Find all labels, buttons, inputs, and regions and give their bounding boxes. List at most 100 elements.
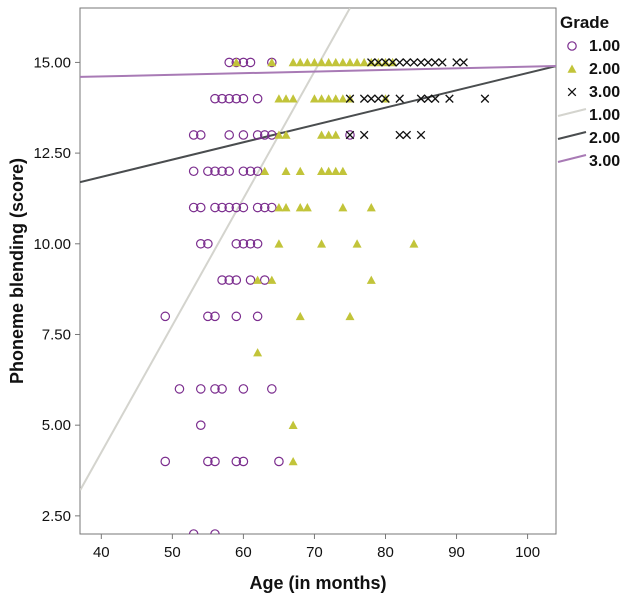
data-point-grade-1: [210, 202, 220, 213]
data-point-grade-2: [260, 166, 270, 176]
data-point-grade-1: [217, 275, 227, 285]
data-point-grade-2: [267, 275, 277, 284]
data-point-grade-2: [288, 94, 298, 103]
data-point-grade-3: [445, 94, 454, 103]
data-point-grade-2: [309, 94, 319, 103]
data-point-grade-3: [374, 58, 383, 67]
legend-label-fit-1: 1.00: [589, 107, 620, 124]
data-point-grade-3: [438, 58, 447, 67]
data-point-grade-1: [195, 384, 206, 394]
data-point-grade-1: [245, 57, 256, 68]
data-point-grade-3: [395, 94, 404, 103]
data-point-grade-2: [295, 311, 305, 321]
data-point-grade-1: [224, 57, 234, 68]
data-point-grade-1: [195, 420, 206, 430]
data-point-grade-2: [331, 57, 341, 67]
x-axis: 40 50 60 70 80 90 100: [93, 534, 540, 561]
data-point-grade-1: [217, 202, 227, 213]
x-tick-label: 70: [306, 544, 323, 561]
y-axis-title: Phoneme blending (score): [7, 158, 27, 384]
x-tick-label: 40: [93, 544, 110, 561]
data-point-grade-1: [210, 166, 220, 177]
data-point-grade-2: [317, 166, 327, 176]
data-point-grade-3: [388, 58, 397, 67]
data-point-grade-3: [374, 94, 383, 103]
data-point-grade-3: [423, 58, 433, 67]
data-point-grade-3: [459, 58, 468, 67]
data-point-grade-1: [238, 93, 249, 104]
y-tick-label: 15.00: [33, 54, 71, 71]
legend-line-grade-2: [557, 131, 587, 140]
fit-lines: [80, 8, 556, 491]
x-axis-title: Age (in months): [250, 573, 387, 593]
data-point-grade-2: [317, 239, 327, 248]
data-point-grade-1: [259, 275, 270, 285]
y-tick-label: 5.00: [42, 417, 71, 434]
data-point-grade-2: [338, 57, 348, 67]
data-point-grade-1: [188, 166, 199, 177]
data-point-grade-3: [402, 58, 412, 67]
data-point-grade-1: [195, 238, 206, 249]
data-point-grade-1: [267, 202, 277, 213]
legend-title: Grade: [560, 13, 609, 32]
data-point-grade-1: [252, 130, 263, 140]
data-point-grade-1: [195, 202, 206, 213]
data-point-grade-1: [224, 166, 234, 177]
data-point-grade-1: [217, 93, 227, 104]
x-tick-label: 60: [235, 544, 252, 561]
data-point-grade-1: [210, 529, 220, 534]
y-tick-label: 7.50: [42, 326, 71, 343]
legend-line-grade-3: [557, 154, 587, 163]
data-point-grade-1: [231, 238, 242, 249]
data-point-grade-3: [416, 58, 426, 67]
data-point-grade-2: [324, 166, 334, 176]
data-point-grade-1: [210, 93, 220, 104]
data-point-grade-1: [252, 202, 263, 213]
data-point-grade-1: [188, 202, 199, 213]
data-point-grade-1: [210, 311, 220, 322]
plot-area: [79, 7, 557, 535]
data-point-grade-1: [203, 456, 213, 467]
data-point-grade-1: [210, 384, 220, 394]
data-point-grade-1: [259, 202, 270, 213]
data-point-grade-3: [423, 94, 433, 103]
data-point-grade-3: [395, 58, 404, 67]
data-point-grade-1: [238, 57, 249, 68]
data-point-grade-2: [274, 239, 284, 248]
data-point-grade-2: [302, 57, 312, 67]
data-point-grade-1: [245, 275, 256, 285]
data-point-grade-3: [359, 130, 369, 140]
legend-marker-grade-1: [567, 41, 577, 51]
y-axis: 2.50 5.00 7.50 10.00 12.50 15.00: [33, 54, 80, 525]
data-point-grade-1: [217, 166, 227, 177]
data-point-grade-3: [409, 58, 419, 67]
data-point-grade-2: [295, 166, 305, 176]
data-point-grade-2: [409, 239, 419, 248]
data-point-grade-3: [416, 130, 426, 140]
data-point-grade-2: [281, 130, 291, 139]
data-point-grade-2: [324, 57, 334, 67]
data-point-grade-3: [367, 58, 376, 67]
data-point-grade-2: [253, 348, 263, 357]
data-point-grade-1: [259, 130, 270, 140]
y-tick-label: 2.50: [42, 508, 71, 525]
data-point-grade-2: [288, 456, 298, 466]
data-point-grade-1: [231, 456, 242, 467]
data-point-grade-1: [238, 202, 249, 213]
data-point-grade-1: [195, 130, 206, 140]
data-point-grade-1: [252, 238, 263, 249]
data-point-grade-2: [331, 94, 341, 103]
data-point-grade-2: [352, 57, 362, 67]
fit-line-grade-1: [80, 8, 351, 491]
data-point-grade-2: [302, 203, 312, 212]
data-point-grade-3: [381, 58, 390, 67]
data-point-grade-1: [238, 166, 249, 177]
data-point-grade-3: [402, 130, 412, 140]
data-point-grade-1: [238, 130, 249, 140]
data-point-grade-1: [203, 166, 213, 177]
data-point-grade-1: [217, 384, 227, 394]
data-point-grade-1: [238, 238, 249, 249]
legend-label-grade-3: 3.00: [589, 84, 620, 101]
x-tick-label: 80: [377, 544, 394, 561]
